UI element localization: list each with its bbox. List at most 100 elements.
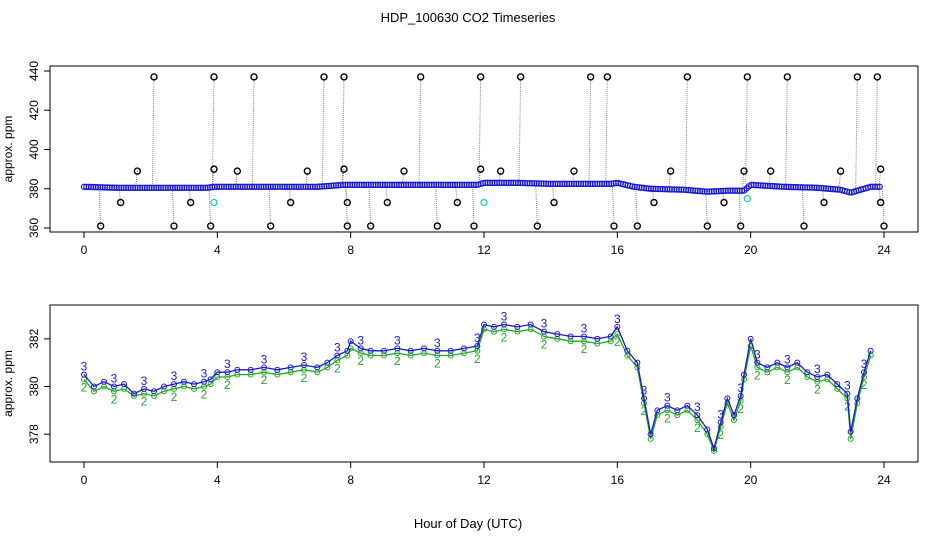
series-marker-3: 3	[141, 374, 148, 388]
series-point-3	[614, 323, 621, 330]
series-point-3	[844, 390, 851, 397]
series-point-3	[274, 366, 281, 373]
series-marker-2: 2	[171, 390, 178, 404]
x-tick-label: 12	[477, 473, 491, 487]
cyan-point	[480, 198, 488, 207]
series-point-3	[131, 390, 137, 397]
flag-point	[703, 222, 712, 230]
series-point-3	[854, 395, 861, 402]
series-marker-3: 3	[224, 357, 231, 371]
series-point-3	[207, 376, 214, 383]
series-point-3	[774, 359, 781, 366]
series-marker-3: 3	[301, 350, 308, 364]
series-point-3	[784, 364, 791, 371]
spike-line	[418, 76, 422, 185]
series-marker-3: 3	[664, 391, 671, 405]
series-point-3	[501, 321, 507, 328]
flag-point	[170, 222, 178, 230]
series-marker-2: 2	[81, 380, 88, 394]
series-marker-2: 2	[541, 337, 548, 351]
series-marker-3: 3	[81, 360, 88, 374]
series-point-2	[847, 435, 854, 442]
series-marker-2: 2	[614, 335, 621, 349]
series-point-3	[481, 321, 487, 328]
data-point	[876, 183, 883, 190]
spike-line	[535, 183, 538, 227]
flag-point	[836, 167, 845, 175]
series-marker-3: 3	[111, 372, 118, 386]
flag-point	[740, 167, 748, 175]
series-marker-2: 2	[224, 378, 231, 392]
series-point-3	[694, 412, 701, 419]
flag-point	[876, 198, 885, 207]
series-point-3	[814, 373, 821, 380]
flag-point	[133, 167, 142, 175]
spike-line	[651, 188, 655, 203]
series-point-3	[747, 335, 754, 342]
series-point-3	[301, 362, 307, 369]
spike-line	[471, 184, 475, 227]
series-point-3	[314, 364, 321, 371]
series-marker-2: 2	[141, 395, 148, 409]
spike-line	[211, 76, 215, 187]
x-tick-label: 0	[81, 243, 88, 257]
series-point-3	[121, 381, 127, 388]
series-point-3	[634, 359, 641, 366]
flag-point	[880, 222, 888, 230]
series-marker-2: 2	[814, 383, 821, 397]
spike-line	[341, 76, 345, 185]
series-point-3	[824, 371, 831, 378]
x-tick-label: 24	[877, 243, 891, 257]
series-marker-2: 2	[201, 388, 208, 402]
flag-point	[470, 222, 478, 230]
series-marker-2: 2	[394, 354, 401, 368]
series-marker-3: 3	[201, 367, 208, 381]
flag-point	[516, 73, 525, 81]
series-point-3	[664, 402, 671, 409]
series-point-3	[347, 338, 354, 345]
series-point-3	[447, 347, 454, 354]
flag-point	[570, 167, 578, 175]
flag-point	[586, 73, 595, 81]
series-marker-2: 2	[301, 371, 308, 385]
series-marker-2: 2	[717, 428, 724, 442]
flag-point	[266, 222, 275, 230]
flag-point	[320, 73, 328, 81]
series-point-3	[624, 347, 631, 354]
series-marker-3: 3	[861, 357, 868, 371]
series-point-3	[434, 347, 441, 354]
spike-line	[738, 190, 742, 227]
series-marker-3: 3	[541, 317, 548, 331]
y-tick-label: 440	[27, 61, 41, 81]
series-marker-3: 3	[261, 352, 268, 366]
series-marker-3: 3	[581, 321, 588, 335]
flag-point	[303, 167, 312, 175]
spike-line	[208, 187, 212, 227]
series-marker-2: 2	[474, 352, 481, 366]
flag-point	[186, 198, 195, 207]
series-point-3	[641, 395, 647, 402]
series-point-3	[731, 412, 737, 419]
series-point-3	[654, 407, 661, 414]
flag-point	[533, 222, 542, 230]
chart-title: HDP_100630 CO2 Timeseries	[381, 10, 556, 25]
x-tick-label: 8	[347, 473, 354, 487]
spike-line	[605, 76, 608, 184]
series-point-3	[141, 385, 147, 392]
series-point-3	[381, 347, 387, 354]
series-point-3	[834, 381, 841, 388]
series-point-3	[101, 378, 107, 385]
series-marker-3: 3	[641, 383, 648, 397]
flag-point	[400, 167, 408, 175]
series-point-3	[764, 364, 771, 371]
series-point-3	[151, 388, 157, 395]
series-marker-3: 3	[737, 381, 744, 395]
flag-point	[650, 198, 658, 207]
cyan-point	[743, 194, 751, 203]
flag-point	[233, 167, 242, 175]
y-tick-label: 360	[27, 218, 41, 238]
x-tick-label: 16	[611, 243, 625, 257]
series-line-2	[83, 328, 872, 453]
series-point-3	[861, 369, 867, 376]
series-point-3	[737, 393, 744, 400]
